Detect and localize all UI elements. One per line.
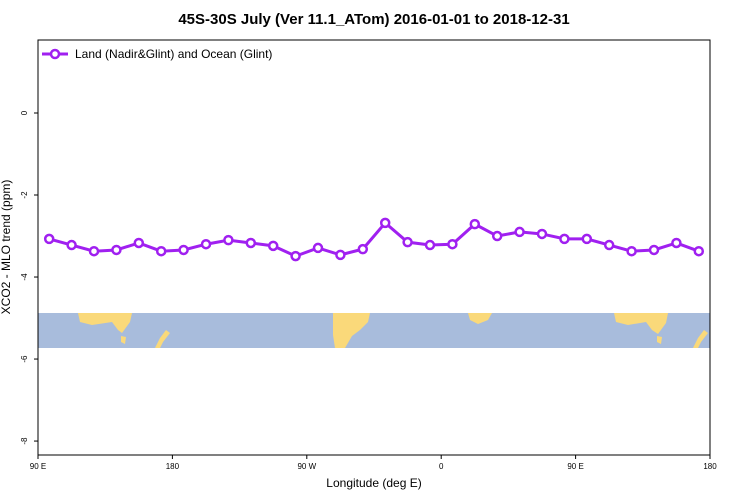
data-point <box>469 218 481 230</box>
data-point <box>626 245 637 257</box>
data-point <box>133 237 145 249</box>
data-point <box>559 233 570 245</box>
data-point <box>178 244 189 256</box>
x-tick-label: 90 W <box>297 462 316 471</box>
map-band <box>38 313 710 348</box>
data-point <box>43 233 55 245</box>
data-point <box>447 238 458 250</box>
x-tick-label: 90 E <box>30 462 46 471</box>
chart-title: 45S-30S July (Ver 11.1_ATom) 2016-01-01 … <box>178 11 569 28</box>
data-point <box>357 243 369 255</box>
y-axis-label: XCO2 - MLO trend (ppm) <box>0 180 13 315</box>
y-tick-label: 0 <box>20 110 29 115</box>
y-tick-label: -6 <box>20 355 29 363</box>
data-point <box>200 238 212 250</box>
legend-marker <box>49 48 61 60</box>
data-point <box>424 239 436 251</box>
data-point <box>671 237 682 249</box>
data-point <box>693 245 705 257</box>
series-line <box>48 220 700 258</box>
data-point <box>335 249 346 261</box>
data-point <box>312 242 324 254</box>
data-point <box>88 245 100 257</box>
data-point <box>402 236 413 248</box>
data-point <box>111 244 122 256</box>
y-tick-label: -2 <box>20 191 29 199</box>
data-point <box>290 250 301 262</box>
x-tick-label: 0 <box>439 462 444 471</box>
data-point <box>491 230 503 242</box>
data-point <box>648 244 660 256</box>
x-tick-label: 180 <box>166 462 180 471</box>
data-point <box>603 239 615 251</box>
data-point <box>379 217 391 229</box>
legend-label: Land (Nadir&Glint) and Ocean (Glint) <box>75 47 272 61</box>
data-point <box>514 226 525 238</box>
data-point <box>223 234 234 246</box>
y-tick-label: -4 <box>20 273 29 281</box>
data-point <box>155 245 167 257</box>
data-point <box>245 237 257 249</box>
y-tick-label: -8 <box>20 437 29 445</box>
data-point <box>536 228 548 240</box>
plot-frame <box>37 39 711 456</box>
x-axis-label: Longitude (deg E) <box>326 476 421 490</box>
x-tick-label: 180 <box>703 462 717 471</box>
data-point <box>581 233 593 245</box>
x-tick-label: 90 E <box>567 462 583 471</box>
data-point <box>66 239 77 251</box>
data-point <box>267 240 279 252</box>
